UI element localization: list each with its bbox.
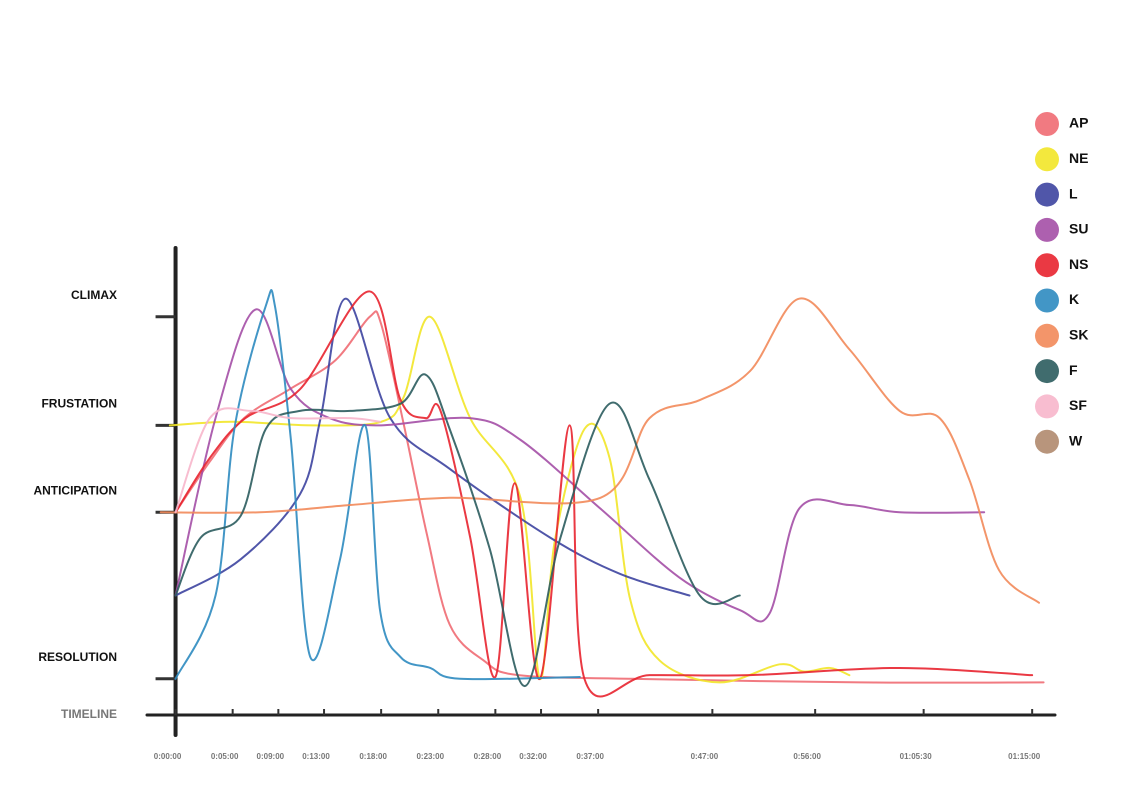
x-tick-label: 0:00:00: [154, 752, 182, 761]
x-tick-label: 0:18:00: [359, 752, 387, 761]
legend-label: SU: [1069, 221, 1088, 237]
series-line: [174, 407, 381, 514]
x-tick-label: 01:15:00: [1008, 752, 1041, 761]
y-tick-label: CLIMAX: [71, 288, 117, 302]
legend-swatch: [1035, 253, 1059, 278]
legend-label: W: [1069, 432, 1083, 448]
x-tick-label: 0:23:00: [416, 752, 444, 761]
legend-swatch: [1035, 394, 1059, 419]
legend-label: F: [1069, 362, 1078, 378]
legend-swatch: [1035, 288, 1059, 313]
y-tick-label: ANTICIPATION: [33, 483, 117, 497]
x-tick-label: 0:28:00: [474, 752, 502, 761]
x-tick-label: 0:13:00: [302, 752, 330, 761]
x-tick-label: 0:05:00: [211, 752, 239, 761]
series-line: [174, 289, 581, 681]
y-tick-label: FRUSTATION: [41, 397, 117, 411]
series-line: [174, 297, 691, 597]
legend-swatch: [1035, 112, 1059, 136]
x-axis-label: TIMELINE: [61, 707, 117, 721]
legend-label: NS: [1069, 256, 1088, 272]
x-tick-label: 0:56:00: [793, 752, 821, 761]
legend-label: SF: [1069, 397, 1087, 413]
legend-swatch: [1035, 323, 1059, 348]
legend-label: AP: [1069, 115, 1088, 131]
x-tick-label: 0:32:00: [519, 752, 547, 761]
x-tick-label: 0:09:00: [257, 752, 285, 761]
x-tick-label: 0:37:00: [576, 752, 604, 761]
legend-swatch: [1035, 429, 1059, 454]
x-tick-label: 0:47:00: [691, 752, 719, 761]
x-tick-label: 01:05:30: [900, 752, 933, 761]
legend-label: NE: [1069, 150, 1088, 166]
legend-swatch: [1035, 182, 1059, 207]
legend-label: K: [1069, 291, 1079, 307]
y-tick-label: RESOLUTION: [38, 650, 117, 664]
legend-swatch: [1035, 217, 1059, 242]
series-line: [174, 308, 986, 623]
series-line: [174, 373, 741, 688]
series-line: [168, 315, 851, 684]
legend-label: SK: [1069, 327, 1088, 343]
legend-swatch: [1035, 147, 1059, 172]
series-line: [159, 297, 1041, 604]
series-line: [174, 290, 1034, 698]
legend-label: L: [1069, 185, 1078, 201]
legend-swatch: [1035, 359, 1059, 384]
